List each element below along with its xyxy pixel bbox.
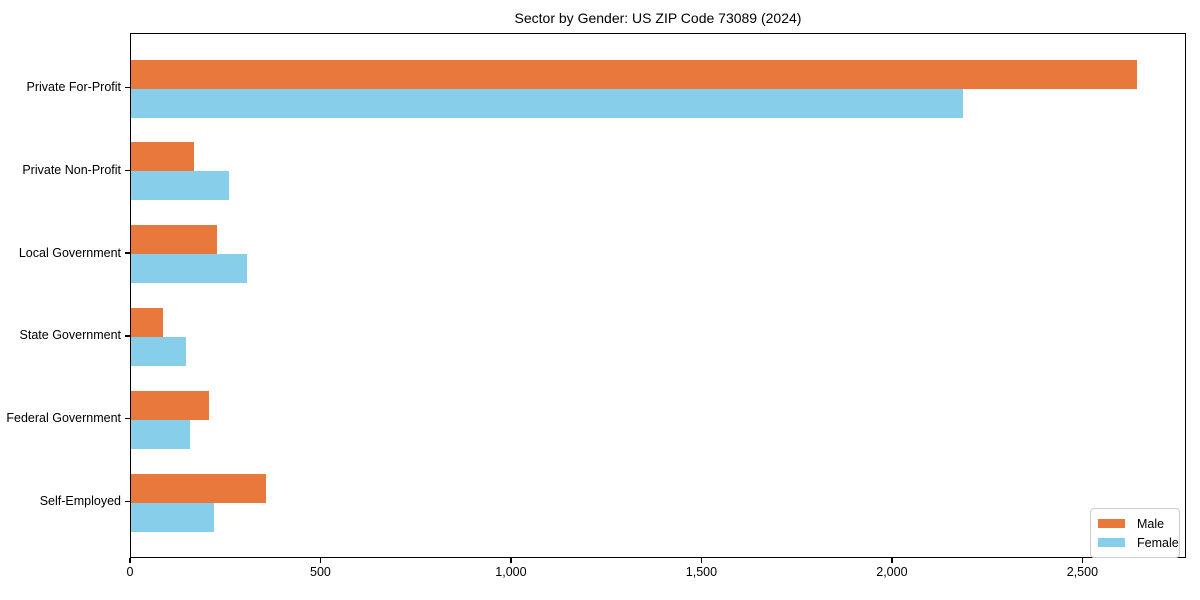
legend-item-male: Male <box>1098 514 1171 533</box>
xtick-label-2500: 2,500 <box>1066 565 1099 579</box>
legend-swatch-male <box>1098 519 1125 528</box>
xtick-label-2000: 2,000 <box>876 565 908 579</box>
ytick-label-state-government: State Government <box>19 328 121 343</box>
ytick-mark-state-government <box>125 335 130 337</box>
xtick-label-1500: 1,500 <box>685 565 718 579</box>
ytick-mark-local-government <box>125 252 130 254</box>
bar-male-private-non-profit <box>131 142 194 172</box>
ytick-mark-self-employed <box>125 500 130 503</box>
ytick-label-federal-government: Federal Government <box>6 411 121 426</box>
legend-label-female: Female <box>1137 535 1179 550</box>
chart-title: Sector by Gender: US ZIP Code 73089 (202… <box>514 10 802 26</box>
bar-female-federal-government <box>131 419 190 449</box>
xtick-label-500: 500 <box>310 565 331 579</box>
bar-male-local-government <box>131 225 217 255</box>
legend: Male Female <box>1090 508 1180 558</box>
legend-item-female: Female <box>1098 533 1179 552</box>
ytick-label-private-non-profit: Private Non-Profit <box>22 162 121 177</box>
legend-label-male: Male <box>1137 516 1165 531</box>
bar-male-federal-government <box>131 390 209 420</box>
ytick-label-local-government: Local Government <box>18 245 121 260</box>
xtick-mark-1500 <box>700 558 703 563</box>
bar-male-private-for-profit <box>131 59 1137 89</box>
xtick-label-1000: 1,000 <box>495 565 527 579</box>
xtick-mark-2500 <box>1081 558 1084 563</box>
xtick-mark-0 <box>129 558 131 563</box>
legend-swatch-female <box>1098 538 1125 547</box>
xtick-mark-500 <box>319 558 322 563</box>
ytick-mark-private-for-profit <box>125 86 130 89</box>
bar-female-private-non-profit <box>131 171 229 201</box>
xtick-mark-2000 <box>891 558 893 563</box>
ytick-mark-private-non-profit <box>125 169 130 172</box>
bar-male-state-government <box>131 307 163 337</box>
ytick-label-private-for-profit: Private For-Profit <box>26 80 121 94</box>
bar-female-private-for-profit <box>131 88 963 118</box>
ytick-mark-federal-government <box>125 417 130 420</box>
ytick-label-self-employed: Self-Employed <box>39 494 121 508</box>
xtick-mark-1000 <box>510 558 512 563</box>
plot-area <box>130 33 1186 558</box>
bar-female-local-government <box>131 254 247 284</box>
bar-female-self-employed <box>131 502 214 532</box>
bar-male-self-employed <box>131 473 266 503</box>
xtick-label-0: 0 <box>126 565 134 579</box>
bar-female-state-government <box>131 336 186 366</box>
